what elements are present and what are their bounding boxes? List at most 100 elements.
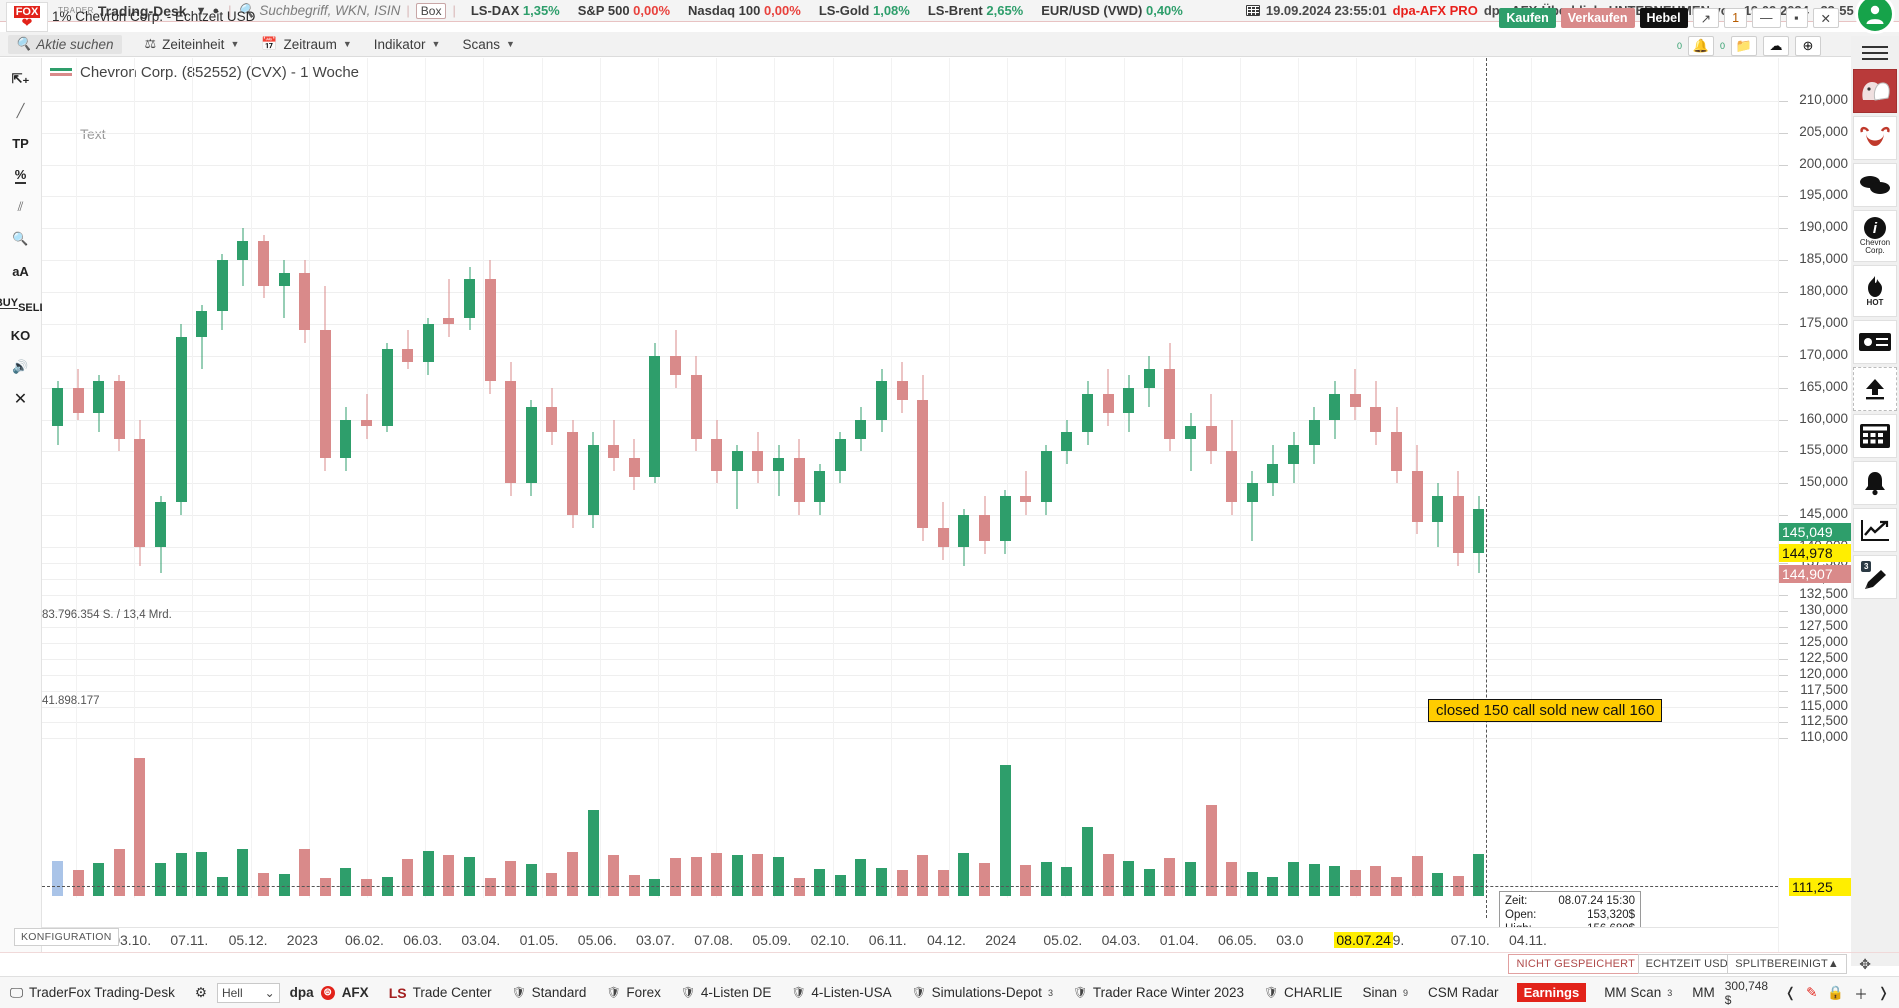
cloud-icon[interactable]: ☁ (1763, 36, 1789, 56)
bell-icon[interactable] (1853, 461, 1897, 505)
ticker-item[interactable]: LS-DAX 1,35% (470, 3, 560, 18)
trendline-tool[interactable]: ╱ (16, 103, 25, 118)
calculator-icon[interactable] (1853, 414, 1897, 458)
share-icon[interactable]: ↗ (1692, 8, 1720, 28)
ticker-item[interactable]: Nasdaq 100 0,00% (688, 3, 801, 18)
edit-pencil-icon[interactable]: 3 (1853, 555, 1897, 599)
status-tab-mm-scan[interactable]: MM Scan 3 (1594, 985, 1682, 1000)
analyst-head-icon[interactable] (1853, 69, 1897, 113)
close-icon[interactable]: ✕ (1812, 8, 1839, 28)
status-tab-trader-race[interactable]: 🛡 Trader Race Winter 2023 (1063, 985, 1254, 1000)
candlestick (381, 343, 393, 433)
global-search[interactable]: 🔍 Suchbegriff, WKN, ISIN (238, 3, 401, 19)
plus-circle-icon[interactable]: ⊕ (1795, 36, 1821, 56)
maximize-icon[interactable]: ▪ (1785, 8, 1808, 28)
menu-scans[interactable]: Scans ▼ (462, 37, 514, 52)
chart-text-label[interactable]: Text (80, 126, 106, 142)
status-tab-sinan[interactable]: Sinan 9 (1352, 985, 1418, 1000)
status-tab-csm-radar[interactable]: CSM Radar (1418, 985, 1509, 1000)
box-button[interactable]: Box (415, 2, 447, 19)
parallel-lines-tool[interactable]: ⫽ (17, 199, 24, 214)
cursor-add-tool[interactable]: ⇱₊ (11, 71, 30, 86)
split-adjusted-button[interactable]: SPLITBEREINIGT▲ (1727, 954, 1847, 974)
chart-icon[interactable] (1853, 508, 1897, 552)
status-tab-trade-center[interactable]: LS Trade Center (379, 985, 502, 1001)
ticker-item[interactable]: LS-Gold 1,08% (818, 3, 910, 18)
not-saved-button[interactable]: NICHT GESPEICHERT (1508, 954, 1643, 974)
menu-zeitraum[interactable]: 📅 Zeitraum ▼ (261, 36, 351, 52)
contact-card-glyph (1859, 333, 1891, 351)
text-tool[interactable]: aA (12, 263, 29, 279)
hot-icon[interactable]: HOT (1853, 265, 1897, 317)
gridline-vertical (250, 58, 252, 898)
volume-bar (1432, 873, 1444, 896)
percent-tool[interactable]: % (14, 166, 27, 184)
folder-icon[interactable]: 📁 (1731, 36, 1757, 56)
price-axis-tickmark (1779, 228, 1788, 230)
tp-tool[interactable]: TP (12, 135, 29, 151)
status-tab-forex[interactable]: 🛡 Forex (596, 985, 670, 1000)
volume-bar (937, 869, 949, 896)
upload-icon[interactable] (1853, 367, 1897, 411)
delete-tool[interactable]: ✕ (13, 391, 28, 408)
product-menu-icon[interactable]: ● (212, 4, 220, 17)
minimize-icon[interactable]: — (1752, 8, 1781, 28)
comments-glyph (1860, 176, 1890, 194)
menu-zeiteinheit[interactable]: ⚖ Zeiteinheit ▼ (144, 36, 239, 52)
volume-bar (443, 854, 455, 896)
volume-bar (1329, 865, 1341, 896)
product-dropdown-icon[interactable]: ▼ (195, 4, 207, 17)
ticker-item[interactable]: EUR/USD (VWD) 0,40% (1041, 3, 1183, 18)
move-icon[interactable]: ✥ (1859, 956, 1871, 972)
status-tab-4listen-de[interactable]: 🛡 4-Listen DE (671, 985, 782, 1000)
stock-search-input[interactable]: 🔍 Aktie suchen (8, 34, 123, 54)
date-axis-tick: 07.08. (694, 932, 734, 948)
chart-canvas[interactable]: Chevron Corp. (852552) (CVX) - 1 Woche T… (42, 58, 1778, 953)
status-tab-mm[interactable]: MM (1682, 985, 1725, 1000)
status-tab-charlie[interactable]: 🛡 CHARLIE (1254, 985, 1352, 1000)
zoom-tool[interactable]: 🔍 (12, 231, 29, 246)
status-tab-earnings[interactable]: Earnings (1509, 983, 1595, 1002)
user-avatar[interactable] (1855, 0, 1895, 34)
candlestick (258, 234, 269, 299)
theme-select[interactable]: Hell ⌄ (216, 982, 280, 1003)
analyst-head-glyph (1862, 82, 1890, 101)
menu-label: Scans (462, 36, 500, 52)
status-tab-dpa-afx[interactable]: dpa ⊜ AFX (289, 985, 369, 1000)
ticker-item[interactable]: LS-Brent 2,65% (927, 3, 1024, 18)
ticker-item[interactable]: S&P 500 0,00% (577, 3, 671, 18)
gridline-vertical (1181, 58, 1183, 898)
prev-icon[interactable]: ❬ (1784, 984, 1797, 1000)
info-label: Chevron Corp. (1859, 238, 1891, 255)
wand-icon[interactable]: ✎ (1806, 984, 1818, 1000)
realtime-button[interactable]: ECHTZEIT USD▲ (1637, 954, 1747, 974)
window-count[interactable]: 1 (1724, 8, 1748, 28)
price-axis[interactable]: 210,000 205,000 200,000 195,000 190,000 185,0… (1778, 58, 1851, 953)
candlestick (93, 374, 105, 433)
menu-burger-icon[interactable] (1855, 40, 1895, 66)
status-tab-simulations-depot[interactable]: 🛡 Simulations-Depot 3 (902, 985, 1063, 1000)
konfiguration-button[interactable]: KONFIGURATION (14, 928, 119, 946)
chart-annotation[interactable]: closed 150 call sold new call 160 (1428, 699, 1663, 722)
bull-icon[interactable] (1853, 116, 1897, 160)
date-axis[interactable]: 06.09.03.10.07.11.05.12.202306.02.06.03.… (42, 927, 1778, 953)
ko-tool[interactable]: KO (10, 327, 31, 343)
contact-card-icon[interactable] (1853, 320, 1897, 364)
bell-icon[interactable]: 🔔 (1687, 36, 1714, 56)
price-axis-tick: 132,500 (1799, 585, 1848, 601)
volume-bar (587, 810, 599, 896)
leverage-button[interactable]: Hebel (1639, 8, 1688, 28)
buy-button[interactable]: Kaufen (1499, 8, 1556, 28)
sell-button[interactable]: Verkaufen (1560, 8, 1635, 28)
info-icon[interactable]: i Chevron Corp. (1853, 210, 1897, 262)
status-tab-4listen-usa[interactable]: 🛡 4-Listen-USA (781, 985, 901, 1000)
menu-indikator[interactable]: Indikator ▼ (374, 37, 441, 52)
comments-icon[interactable] (1853, 163, 1897, 207)
gear-icon[interactable]: ⚙ (194, 984, 207, 1000)
plus-icon[interactable]: ＋ (1854, 986, 1868, 1002)
next-icon[interactable]: ❭ (1877, 984, 1889, 1000)
buy-sell-tool[interactable]: BUYSELL (0, 287, 46, 319)
alarm-tool[interactable]: 🔊 (12, 359, 29, 374)
status-tab-standard[interactable]: 🛡 Standard (502, 985, 597, 1000)
lock-icon[interactable]: 🔒 (1827, 984, 1845, 1000)
